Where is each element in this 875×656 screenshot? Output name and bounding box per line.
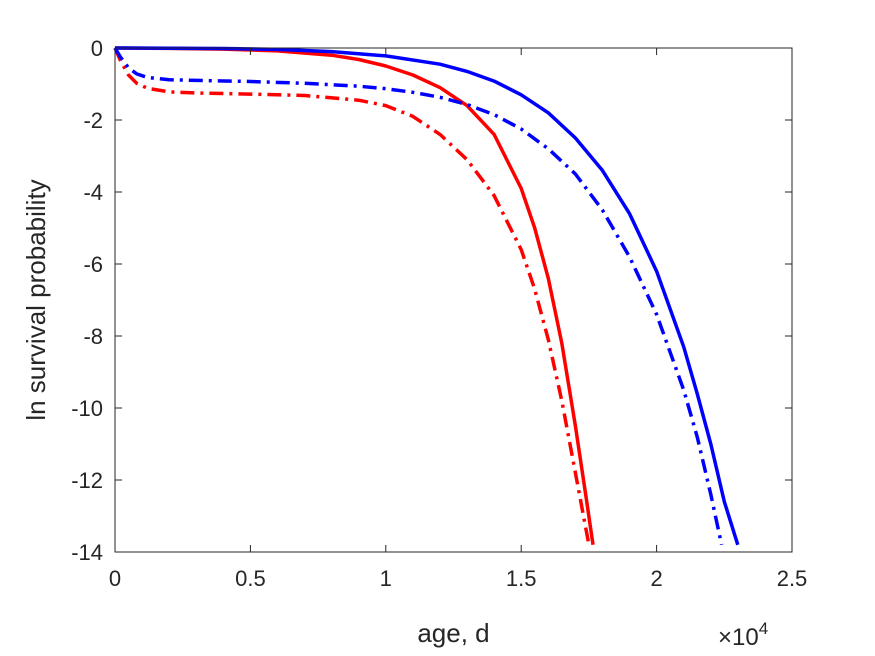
x-tick-label: 1.5 <box>506 566 537 591</box>
series-line-3 <box>114 46 740 546</box>
series-line-2 <box>113 47 591 546</box>
y-tick-label: -2 <box>83 108 103 133</box>
y-tick-label: -4 <box>83 180 103 205</box>
x-tick-label: 0 <box>109 566 121 591</box>
x-tick-label: 1 <box>380 566 392 591</box>
y-tick-label: 0 <box>91 36 103 61</box>
x-tick-label: 2 <box>650 566 662 591</box>
y-axis-label: ln survival probability <box>21 179 51 420</box>
x-tick-label: 0.5 <box>235 566 266 591</box>
series-line-4 <box>113 47 724 546</box>
y-tick-label: -10 <box>71 396 103 421</box>
x-axis-ticks: 0 0.5 1 1.5 2 2.5 <box>109 48 807 591</box>
y-tick-label: -12 <box>71 468 103 493</box>
x-axis-multiplier-exponent: 4 <box>759 619 768 638</box>
y-tick-label: -6 <box>83 252 103 277</box>
y-axis-ticks: 0 -2 -4 -6 -8 -10 -12 -14 <box>71 36 792 565</box>
x-axis-multiplier-base: ×10 <box>718 624 759 651</box>
y-tick-label: -14 <box>71 540 103 565</box>
series-layer <box>113 46 740 546</box>
x-tick-label: 2.5 <box>777 566 808 591</box>
plot-area-box <box>114 47 793 553</box>
x-axis-multiplier: ×104 <box>718 619 768 651</box>
x-axis-label: age, d <box>417 618 489 648</box>
y-tick-label: -8 <box>83 324 103 349</box>
